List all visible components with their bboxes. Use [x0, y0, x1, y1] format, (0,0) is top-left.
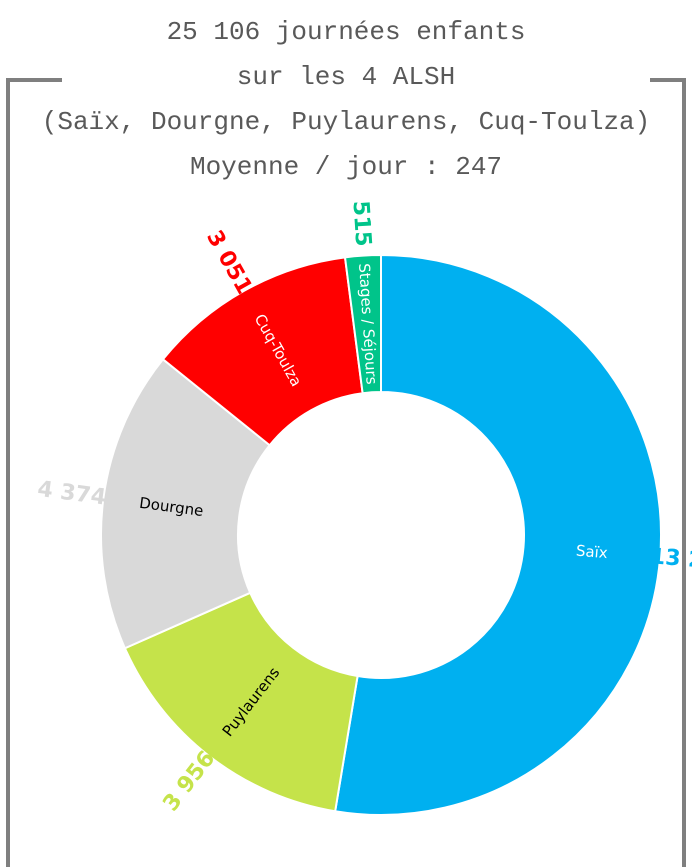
frame-right	[650, 78, 686, 867]
title-line: Moyenne / jour : 247	[190, 152, 502, 182]
value-label: 3 051	[201, 226, 256, 298]
segment-label: Saïx	[575, 542, 608, 563]
donut-segment	[161, 256, 364, 447]
donut-segment	[100, 357, 272, 650]
value-label: 4 374	[36, 477, 108, 511]
title-line: (Saïx, Dourgne, Puylaurens, Cuq-Toulza)	[42, 107, 651, 137]
value-label: 3 956	[158, 746, 220, 816]
donut-segment	[334, 253, 662, 816]
frame	[6, 78, 686, 867]
title-line: sur les 4 ALSH	[237, 62, 455, 92]
value-label: 515	[347, 200, 375, 247]
donut-segment	[123, 591, 359, 813]
title-line: 25 106 journées enfants	[167, 17, 526, 47]
frame-left	[6, 78, 62, 867]
donut-segment	[343, 253, 382, 395]
